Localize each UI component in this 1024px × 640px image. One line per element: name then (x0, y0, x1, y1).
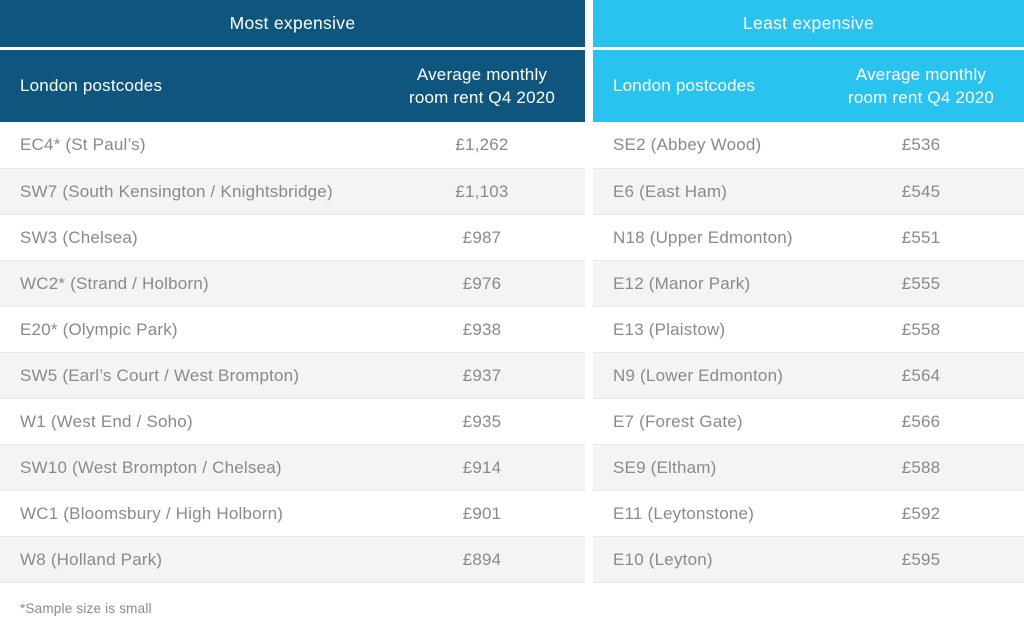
most-expensive-title: Most expensive (0, 0, 585, 47)
postcode-cell: SW5 (Earl’s Court / West Brompton) (20, 365, 300, 385)
table-row: W1 (West End / Soho) £935 (0, 398, 585, 444)
postcode-cell: E20* (Olympic Park) (20, 319, 178, 339)
rent-cell: £595 (901, 549, 941, 569)
rent-cell: £937 (462, 365, 502, 385)
rent-cell: £588 (901, 457, 941, 477)
postcode-cell: E6 (East Ham) (613, 181, 728, 201)
rent-cell: £555 (901, 273, 941, 293)
table-row: SW3 (Chelsea) £987 (0, 214, 585, 260)
rent-cell: £566 (901, 411, 941, 431)
postcode-cell: W8 (Holland Park) (20, 549, 163, 569)
rent-header-line2: room rent Q4 2020 (847, 88, 995, 107)
table-row: E7 (Forest Gate) £566 (593, 398, 1024, 444)
rent-cell: £894 (462, 549, 502, 569)
table-row: E10 (Leyton) £595 (593, 536, 1024, 582)
postcode-cell: E10 (Leyton) (613, 549, 713, 569)
table-row: SW10 (West Brompton / Chelsea) £914 (0, 444, 585, 490)
table-least-expensive: Least expensive London postcodes Average… (593, 0, 1024, 583)
postcode-cell: SW3 (Chelsea) (20, 227, 138, 247)
postcode-cell: SW7 (South Kensington / Knightsbridge) (20, 181, 333, 201)
table-row: SE2 (Abbey Wood) £536 (593, 122, 1024, 168)
postcode-cell: E13 (Plaistow) (613, 319, 726, 339)
table-row: WC1 (Bloomsbury / High Holborn) £901 (0, 490, 585, 536)
rent-comparison-tables: Most expensive London postcodes Average … (0, 0, 1024, 583)
table-row: W8 (Holland Park) £894 (0, 536, 585, 582)
table-row: E20* (Olympic Park) £938 (0, 306, 585, 352)
rent-cell: £935 (462, 411, 502, 431)
rent-cell: £564 (901, 365, 941, 385)
postcode-cell: W1 (West End / Soho) (20, 411, 193, 431)
table-row: E13 (Plaistow) £558 (593, 306, 1024, 352)
rent-cell: £558 (901, 319, 941, 339)
table-row: EC4* (St Paul’s) £1,262 (0, 122, 585, 168)
most-expensive-rows: EC4* (St Paul’s) £1,262 SW7 (South Kensing… (0, 122, 585, 583)
table-row: E6 (East Ham) £545 (593, 168, 1024, 214)
table-row: SW7 (South Kensington / Knightsbridge) £1… (0, 168, 585, 214)
postcode-cell: E7 (Forest Gate) (613, 411, 743, 431)
postcode-cell: E11 (Leytonstone) (613, 503, 755, 523)
postcode-cell: SE2 (Abbey Wood) (613, 135, 762, 154)
rent-cell: £987 (462, 227, 502, 247)
rent-column-header: Average monthly room rent Q4 2020 (385, 63, 585, 109)
postcode-cell: SE9 (Eltham) (613, 457, 717, 477)
most-expensive-column-header-row: London postcodes Average monthly room re… (0, 50, 585, 122)
table-row: SE9 (Eltham) £588 (593, 444, 1024, 490)
table-row: WC2* (Strand / Holborn) £976 (0, 260, 585, 306)
rent-cell: £1,103 (455, 181, 509, 201)
rent-column-header: Average monthly room rent Q4 2020 (824, 63, 1024, 109)
rent-cell: £551 (901, 227, 941, 247)
rent-cell: £914 (462, 457, 502, 477)
least-expensive-column-header-row: London postcodes Average monthly room re… (593, 50, 1024, 122)
table-row: E12 (Manor Park) £555 (593, 260, 1024, 306)
postcodes-column-header: London postcodes (613, 76, 756, 95)
table-row: E11 (Leytonstone) £592 (593, 490, 1024, 536)
table-row: N9 (Lower Edmonton) £564 (593, 352, 1024, 398)
sample-size-footnote: *Sample size is small (20, 601, 152, 616)
postcode-cell: EC4* (St Paul’s) (20, 135, 146, 154)
postcodes-column-header: London postcodes (20, 76, 163, 95)
table-row: N18 (Upper Edmonton) £551 (593, 214, 1024, 260)
rent-cell: £536 (901, 135, 941, 154)
postcode-cell: SW10 (West Brompton / Chelsea) (20, 457, 282, 477)
rent-cell: £938 (462, 319, 502, 339)
rent-header-line1: Average monthly (416, 65, 548, 84)
rent-cell: £592 (901, 503, 941, 523)
rent-header-line2: room rent Q4 2020 (408, 88, 556, 107)
rent-cell: £901 (462, 503, 502, 523)
least-expensive-rows: SE2 (Abbey Wood) £536 E6 (East Ham) £545 N18… (593, 122, 1024, 583)
rent-header-line1: Average monthly (855, 65, 987, 84)
rent-cell: £545 (901, 181, 941, 201)
table-most-expensive: Most expensive London postcodes Average … (0, 0, 585, 583)
least-expensive-title: Least expensive (593, 0, 1024, 47)
postcode-cell: N18 (Upper Edmonton) (613, 227, 793, 247)
table-row: SW5 (Earl’s Court / West Brompton) £937 (0, 352, 585, 398)
postcode-cell: E12 (Manor Park) (613, 273, 751, 293)
rent-cell: £976 (462, 273, 502, 293)
rent-cell: £1,262 (455, 135, 509, 154)
postcode-cell: N9 (Lower Edmonton) (613, 365, 784, 385)
postcode-cell: WC1 (Bloomsbury / High Holborn) (20, 503, 284, 523)
postcode-cell: WC2* (Strand / Holborn) (20, 273, 209, 293)
